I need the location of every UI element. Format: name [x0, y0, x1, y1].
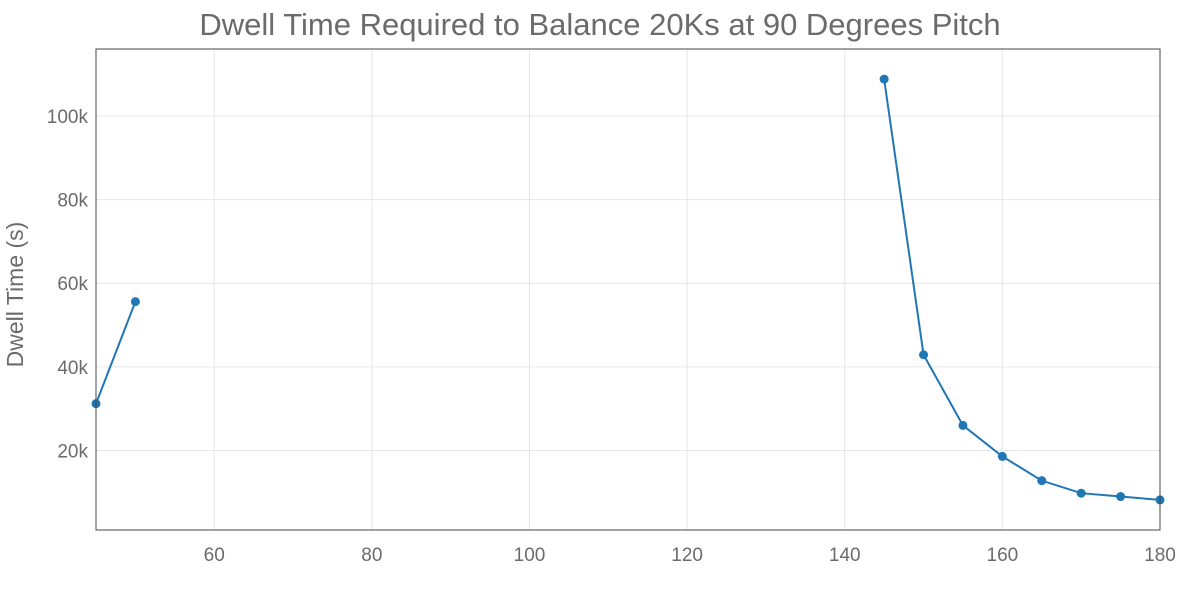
x-tick-labels: 60 80 100 120 140 160 180: [204, 545, 1176, 566]
data-point: [1116, 492, 1126, 502]
y-tick-labels: 20k 40k 60k 80k 100k: [47, 107, 89, 463]
y-tick-label: 40k: [57, 358, 88, 379]
chart-title: Dwell Time Required to Balance 20Ks at 9…: [199, 7, 1000, 42]
x-tick-label: 80: [361, 545, 382, 566]
series-line: [883, 78, 1161, 501]
data-point: [997, 451, 1007, 461]
x-tick-label: 60: [204, 545, 225, 566]
y-tick-label: 100k: [47, 107, 89, 128]
x-tick-label: 160: [987, 545, 1019, 566]
grid-lines: [96, 49, 1161, 530]
data-point: [1037, 476, 1047, 486]
series-layer: [91, 74, 1165, 505]
x-tick-label: 120: [671, 545, 703, 566]
y-tick-label: 80k: [57, 191, 88, 212]
series-line: [95, 301, 137, 405]
x-tick-label: 180: [1144, 545, 1176, 566]
y-tick-label: 60k: [57, 274, 88, 295]
x-tick-label: 100: [514, 545, 546, 566]
x-tick-label: 140: [829, 545, 861, 566]
data-point: [919, 350, 929, 360]
data-point: [958, 420, 968, 430]
data-point: [1076, 488, 1086, 498]
data-point: [879, 74, 889, 84]
plot-frame: [95, 48, 1161, 531]
y-tick-label: 20k: [57, 442, 88, 463]
y-axis-title: Dwell Time (s): [2, 222, 28, 368]
data-point: [130, 297, 140, 307]
